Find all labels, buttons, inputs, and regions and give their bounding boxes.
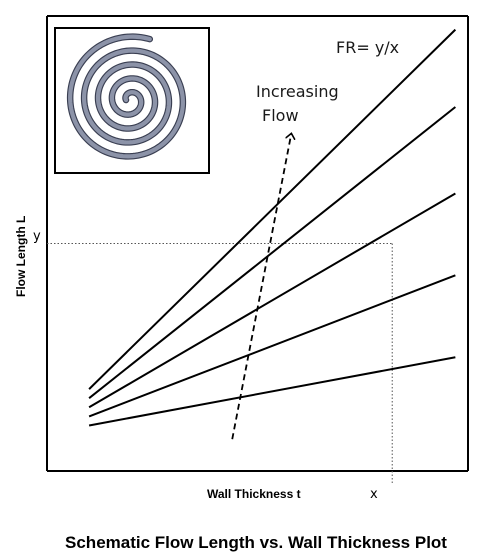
increasing-flow-arrow (231, 134, 291, 440)
series-line-5 (88, 28, 457, 390)
y-marker-label: y (33, 229, 41, 244)
x-marker-label: x (370, 487, 378, 502)
series-group (88, 28, 457, 427)
formula-label: FR= y/x (336, 38, 399, 57)
series-line-3 (88, 192, 456, 409)
y-axis-label: Flow Length L (14, 216, 28, 297)
guide-lines (47, 243, 393, 483)
flow-label: Flow (262, 106, 299, 125)
series-line-1 (88, 356, 456, 427)
series-line-2 (88, 274, 456, 418)
chart-title: Schematic Flow Length vs. Wall Thickness… (65, 533, 447, 552)
series-line-4 (88, 106, 456, 399)
x-axis-label: Wall Thickness t (207, 487, 301, 501)
spiral-inset (54, 27, 210, 174)
increasing-label: Increasing (256, 82, 339, 101)
spiral-icon (68, 34, 185, 159)
